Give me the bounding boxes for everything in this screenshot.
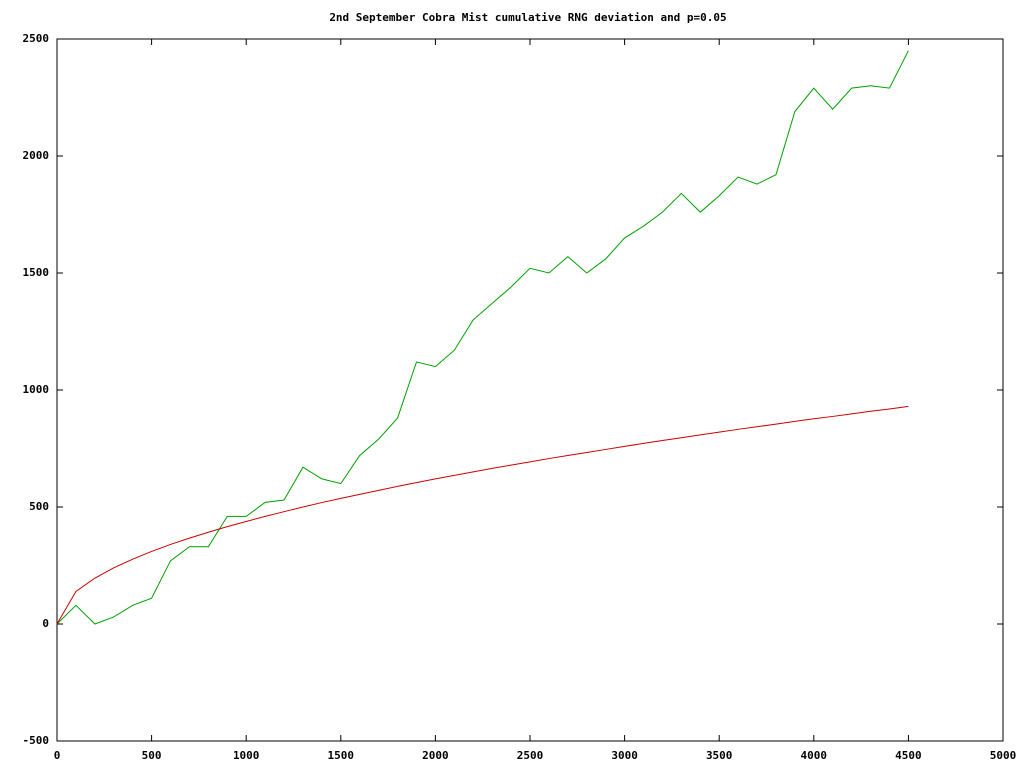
y-tick-label: 0	[42, 617, 49, 630]
chart-title: 2nd September Cobra Mist cumulative RNG …	[329, 11, 726, 24]
x-tick-label: 2500	[517, 749, 544, 762]
x-tick-label: 4000	[801, 749, 828, 762]
y-tick-label: 1500	[23, 266, 50, 279]
y-tick-label: 2500	[23, 32, 50, 45]
x-tick-label: 0	[54, 749, 61, 762]
x-tick-label: 1000	[233, 749, 260, 762]
x-tick-label: 5000	[990, 749, 1017, 762]
x-tick-label: 2000	[422, 749, 449, 762]
x-tick-label: 3500	[706, 749, 733, 762]
y-tick-label: -500	[23, 734, 50, 747]
x-tick-label: 4500	[895, 749, 922, 762]
data-line	[56, 50, 909, 625]
x-tick-label: 500	[142, 749, 162, 762]
x-tick-label: 1500	[328, 749, 355, 762]
y-tick-label: 1000	[23, 383, 50, 396]
y-tick-label: 500	[29, 500, 49, 513]
data-line	[56, 405, 909, 625]
plot-frame	[56, 38, 1004, 742]
y-tick-label: 2000	[23, 149, 50, 162]
x-tick-label: 3000	[611, 749, 638, 762]
